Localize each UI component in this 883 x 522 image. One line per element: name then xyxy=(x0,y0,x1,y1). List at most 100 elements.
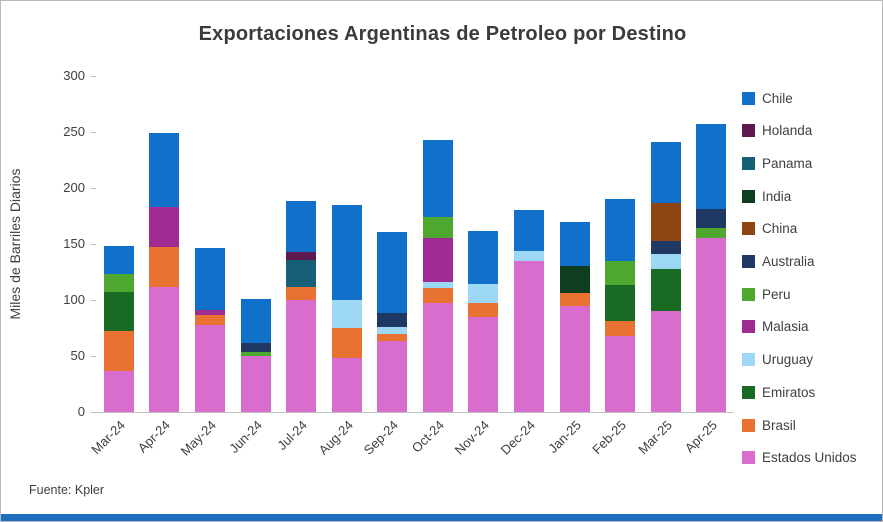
bar-segment xyxy=(559,305,590,412)
legend-label: Panama xyxy=(762,155,813,171)
legend-label: Uruguay xyxy=(762,352,814,368)
legend-label: Estados Unidos xyxy=(762,450,857,466)
bar-segment xyxy=(377,326,408,334)
bar-segment xyxy=(103,292,134,332)
bar-segment xyxy=(422,217,453,239)
bar-segment xyxy=(103,246,134,275)
bar-segment xyxy=(422,303,453,412)
bar-segment xyxy=(559,221,590,267)
y-tick-label: 0 xyxy=(77,404,85,419)
bar-segment xyxy=(605,285,636,322)
bar-segment xyxy=(286,201,317,252)
legend-swatch xyxy=(742,189,755,203)
plot-area xyxy=(96,76,734,412)
bar-segment xyxy=(468,284,499,304)
legend-item: China xyxy=(742,221,797,237)
legend-swatch xyxy=(742,287,755,301)
bar-segment xyxy=(331,358,362,412)
y-tick-label: 100 xyxy=(63,292,85,307)
y-tick-mark xyxy=(90,244,96,245)
legend-swatch xyxy=(742,353,755,367)
y-axis-title: Miles de Barriles Diarios xyxy=(7,168,23,320)
y-tick-mark xyxy=(90,356,96,357)
legend-swatch xyxy=(742,385,755,399)
bar-segment xyxy=(377,231,408,314)
bar-segment xyxy=(149,286,180,412)
legend-label: Brasil xyxy=(762,417,796,433)
legend-item: Chile xyxy=(742,90,793,106)
bar-segment xyxy=(331,328,362,359)
bar-segment xyxy=(103,274,134,293)
bar-segment xyxy=(422,238,453,283)
bar-segment xyxy=(650,268,681,312)
legend-item: Australia xyxy=(742,254,815,270)
chart-title: Exportaciones Argentinas de Petroleo por… xyxy=(198,23,687,45)
bar-segment xyxy=(286,286,317,300)
y-tick-mark xyxy=(90,300,96,301)
legend-label: Peru xyxy=(762,286,791,302)
bar-segment xyxy=(559,293,590,306)
bar-segment xyxy=(149,247,180,287)
y-tick-label: 150 xyxy=(63,236,85,251)
bar-segment xyxy=(240,356,271,412)
legend-swatch xyxy=(742,91,755,105)
legend-swatch xyxy=(742,451,755,465)
bar-segment xyxy=(650,254,681,269)
window-bottom-bar xyxy=(1,514,882,521)
bar-segment xyxy=(559,266,590,294)
legend-label: China xyxy=(762,221,798,237)
bar-segment xyxy=(240,298,271,343)
legend-swatch xyxy=(742,320,755,334)
bar-segment xyxy=(286,259,317,287)
bar-segment xyxy=(605,260,636,286)
bar-segment xyxy=(422,282,453,288)
legend-item: Holanda xyxy=(742,123,812,139)
legend-label: Australia xyxy=(762,254,815,269)
bar-segment xyxy=(513,210,544,251)
y-tick-mark xyxy=(90,412,96,413)
bar-segment xyxy=(468,230,499,285)
bar-segment xyxy=(650,311,681,412)
bar-segment xyxy=(103,331,134,371)
bar-segment xyxy=(377,313,408,327)
bar-segment xyxy=(650,240,681,255)
bar-segment xyxy=(650,142,681,203)
bar-segment xyxy=(149,207,180,248)
legend-swatch xyxy=(742,222,755,236)
y-tick-label: 200 xyxy=(63,180,85,195)
bar-segment xyxy=(605,335,636,412)
bar-segment xyxy=(286,251,317,260)
bar-segment xyxy=(103,370,134,412)
source-note: Fuente: Kpler xyxy=(29,483,105,497)
legend-item: Peru xyxy=(742,286,791,302)
bar-segment xyxy=(422,287,453,304)
bar-segment xyxy=(696,209,727,229)
x-axis-line xyxy=(96,412,734,413)
legend-item: Malasia xyxy=(742,319,809,335)
bar-segment xyxy=(377,333,408,342)
bar-segment xyxy=(331,204,362,300)
legend-item: Emiratos xyxy=(742,384,815,400)
bar-segment xyxy=(194,248,225,311)
y-tick-mark xyxy=(90,76,96,77)
bar-segment xyxy=(377,341,408,412)
legend-label: Chile xyxy=(762,90,793,106)
bar-segment xyxy=(149,133,180,208)
legend-label: Emiratos xyxy=(762,384,816,400)
legend-swatch xyxy=(742,124,755,138)
bar-segment xyxy=(513,260,544,412)
bar-segment xyxy=(513,250,544,261)
bar-segment xyxy=(605,321,636,336)
bar-segment xyxy=(650,202,681,241)
legend-item: Estados Unidos xyxy=(742,450,857,466)
bar-segment xyxy=(194,314,225,325)
legend-label: India xyxy=(762,188,792,204)
bar-segment xyxy=(422,139,453,218)
bar-segment xyxy=(194,310,225,315)
bar-segment xyxy=(286,300,317,412)
y-tick-label: 50 xyxy=(70,348,85,363)
bar-segment xyxy=(696,124,727,210)
bar-segment xyxy=(194,324,225,412)
legend-swatch xyxy=(742,418,755,432)
